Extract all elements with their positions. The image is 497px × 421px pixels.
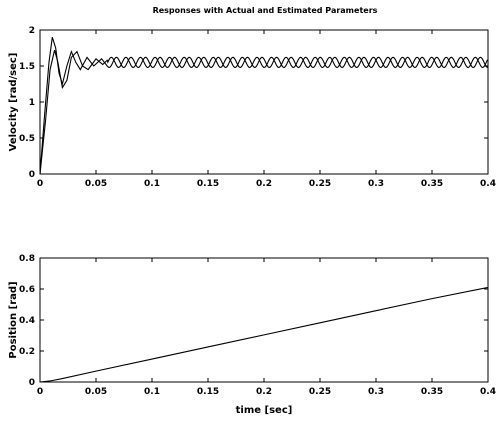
x-tick-label: 0.1 [144, 179, 160, 189]
position-axes-frame [39, 257, 489, 383]
y-tick-label: 0.2 [19, 347, 35, 357]
figure-title: Responses with Actual and Estimated Para… [153, 6, 378, 15]
y-tick-label: 1 [29, 98, 35, 108]
x-tick-label: 0.4 [480, 387, 496, 397]
y-tick-label: 0.8 [19, 254, 35, 264]
time-xlabel: time [sec] [236, 405, 293, 416]
x-tick-label: 0.2 [256, 179, 272, 189]
x-tick-label: 0.1 [144, 387, 160, 397]
x-tick-label: 0.15 [197, 387, 219, 397]
y-tick-label: 0.4 [19, 316, 35, 326]
x-tick-label: 0.05 [85, 387, 107, 397]
x-tick-label: 0.05 [85, 179, 107, 189]
y-tick-label: 0 [29, 378, 35, 388]
x-tick-label: 0.3 [368, 387, 384, 397]
x-tick-label: 0.35 [421, 179, 443, 189]
x-tick-label: 0.25 [309, 179, 331, 189]
x-tick-label: 0.15 [197, 179, 219, 189]
series-line-2 [39, 50, 489, 175]
velocity-plot: Velocity [rad/sec] 0 0.05 0.1 0.15 0.2 0.25 0.… [8, 26, 496, 189]
x-tick-label: 0.2 [256, 387, 272, 397]
y-tick-label: 0.5 [19, 134, 35, 144]
position-plot: Position [rad] time [sec] 0 0.05 0.1 0.15 0.… [8, 254, 496, 416]
x-tick-label: 0 [37, 179, 43, 189]
x-tick-label: 0.3 [368, 179, 384, 189]
y-tick-label: 2 [29, 26, 35, 36]
y-tick-label: 0 [29, 170, 35, 180]
y-tick-label: 1.5 [19, 62, 35, 72]
velocity-ylabel: Velocity [rad/sec] [8, 53, 19, 152]
series-line-1 [39, 286, 489, 383]
y-tick-label: 0.6 [19, 285, 35, 295]
velocity-axes-frame [39, 29, 489, 175]
x-tick-label: 0.25 [309, 387, 331, 397]
series-line-1 [39, 37, 488, 175]
position-ylabel: Position [rad] [8, 281, 19, 358]
x-tick-label: 0.4 [480, 179, 496, 189]
x-tick-label: 0.35 [421, 387, 443, 397]
x-tick-label: 0 [37, 387, 43, 397]
